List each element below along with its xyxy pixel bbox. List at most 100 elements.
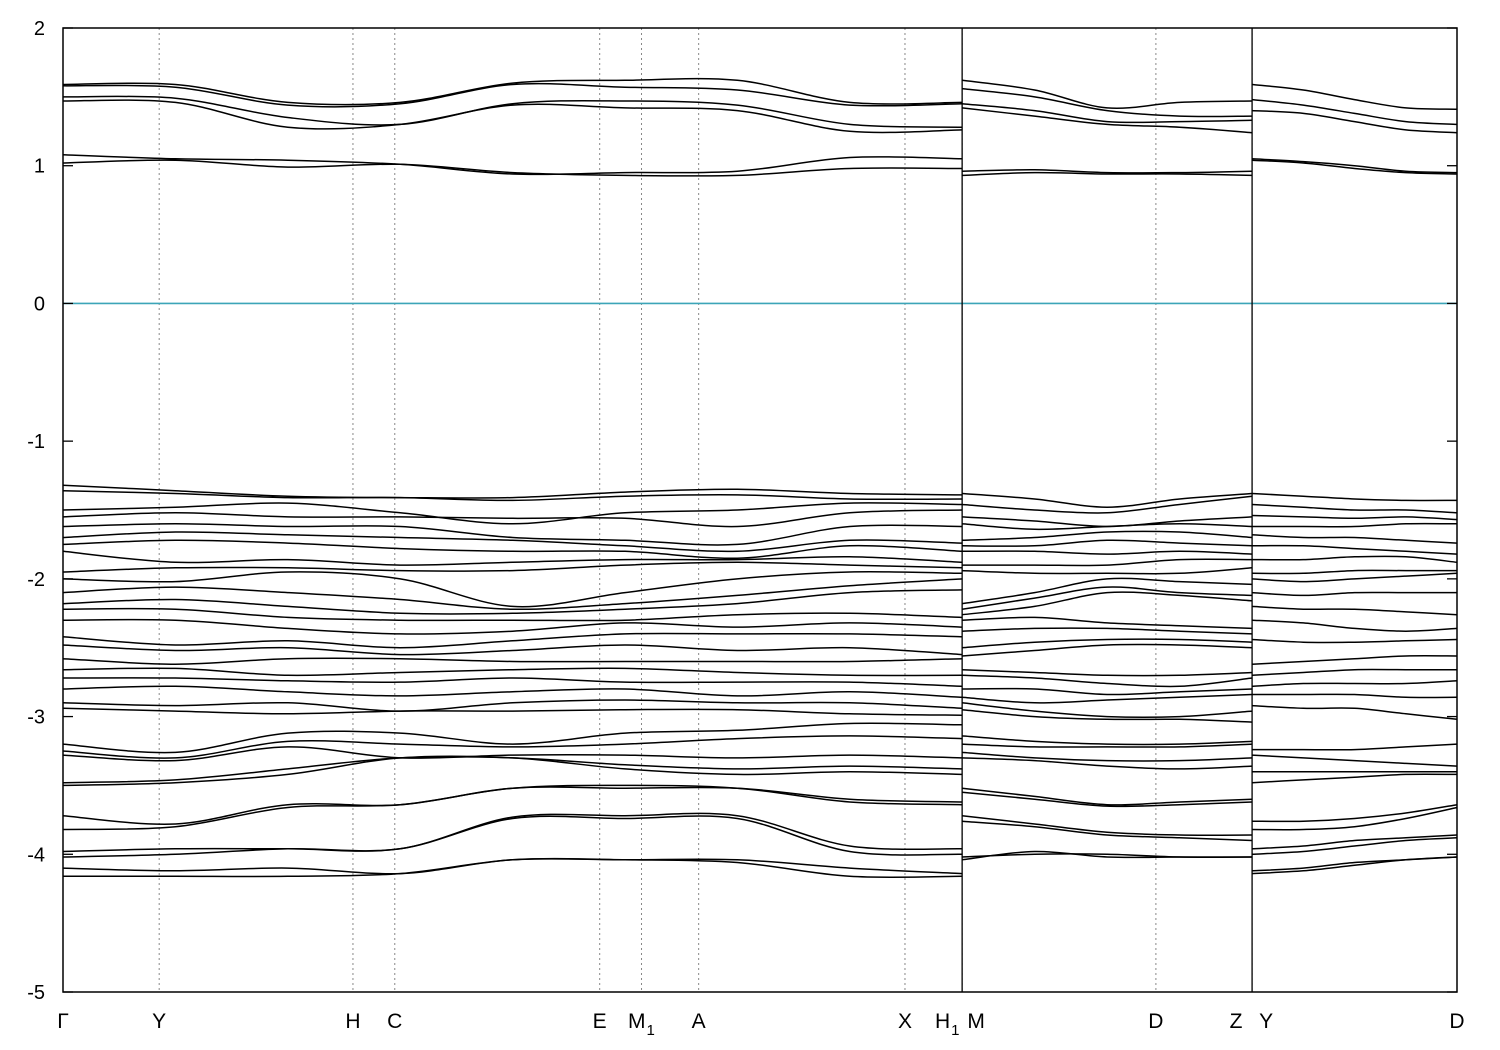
kpoint-label: Y — [1259, 1010, 1273, 1033]
band-line — [1252, 837, 1458, 856]
kpoint-label: Γ — [57, 1010, 69, 1033]
band-line — [1252, 655, 1458, 665]
y-tick-label: 2 — [34, 18, 45, 40]
band-line — [62, 677, 963, 688]
plot-frame — [62, 27, 1458, 993]
band-line — [62, 607, 963, 622]
band-line — [1252, 159, 1458, 175]
band-lines — [62, 77, 1458, 879]
band-line — [1252, 83, 1458, 111]
band-line — [962, 616, 1253, 630]
band-line — [62, 746, 963, 762]
band-line — [62, 857, 963, 879]
band-line — [62, 539, 963, 560]
kpoint-label: Y — [152, 1010, 166, 1033]
band-line — [62, 578, 963, 611]
kpoint-label: H — [345, 1010, 360, 1033]
band-line — [62, 82, 963, 108]
band-line — [962, 820, 1253, 842]
kpoint-label: Z — [1230, 1010, 1243, 1033]
kpoint-label: C — [387, 1010, 402, 1033]
band-line — [1252, 693, 1458, 699]
band-line — [62, 644, 963, 656]
band-line — [1252, 680, 1458, 688]
band-line — [962, 702, 1253, 719]
band-line — [962, 523, 1253, 531]
band-line — [1252, 534, 1458, 544]
kpoint-label: H — [935, 1010, 950, 1033]
band-line — [962, 757, 1253, 770]
band-line — [1252, 619, 1458, 632]
band-line — [962, 591, 1253, 616]
kpoint-label: M — [628, 1010, 646, 1033]
band-line — [962, 687, 1253, 696]
band-line — [1252, 803, 1458, 823]
band-line — [62, 561, 963, 573]
band-line — [962, 787, 1253, 806]
band-line — [62, 489, 963, 502]
band-line — [62, 707, 963, 716]
band-line — [1252, 704, 1458, 721]
band-line — [62, 735, 963, 759]
kpoint-label-subscript: 1 — [951, 1022, 959, 1039]
band-line — [1252, 158, 1458, 174]
band-line — [62, 618, 963, 635]
band-line — [62, 509, 963, 528]
band-line — [1252, 98, 1458, 126]
band-line — [962, 492, 1253, 508]
band-line — [962, 643, 1253, 657]
band-line — [962, 169, 1253, 174]
band-line — [1252, 806, 1458, 831]
band-line — [62, 657, 963, 665]
y-tick-label: -5 — [27, 982, 45, 1004]
band-line — [62, 153, 963, 176]
band-line — [962, 627, 1253, 635]
y-tick-label: -4 — [27, 844, 45, 866]
band-line — [961, 577, 1253, 605]
band-line — [62, 523, 963, 546]
band-line — [962, 708, 1253, 723]
band-line — [962, 539, 1253, 547]
band-line — [62, 531, 963, 553]
band-line — [962, 567, 1253, 575]
band-line — [962, 674, 1253, 688]
band-line — [1252, 569, 1457, 575]
band-line — [1252, 555, 1458, 564]
kpoint-label: D — [1449, 1010, 1464, 1033]
kpoint-label: X — [898, 1010, 912, 1033]
discontinuity-lines — [961, 28, 1253, 992]
band-line — [62, 484, 963, 499]
band-line — [1252, 591, 1457, 597]
band-line — [962, 102, 1253, 124]
kpoint-label: A — [692, 1010, 706, 1033]
band-line — [62, 784, 963, 831]
y-tick-label: -1 — [27, 431, 45, 453]
y-tick-label: 0 — [34, 293, 45, 315]
band-line — [962, 850, 1253, 861]
band-line — [962, 668, 1253, 677]
band-line — [1252, 572, 1458, 583]
band-line — [962, 107, 1253, 134]
band-line — [1252, 668, 1457, 677]
band-line — [1252, 522, 1458, 528]
plot-border — [62, 27, 1458, 993]
band-line — [62, 159, 963, 177]
band-line — [62, 77, 963, 106]
band-line — [1252, 492, 1458, 502]
band-line — [1252, 754, 1458, 767]
kpoint-label: D — [1148, 1010, 1163, 1033]
kpoint-label: M — [967, 1010, 985, 1033]
band-line — [1252, 638, 1458, 644]
band-line — [1252, 773, 1458, 784]
band-line — [62, 755, 963, 787]
y-tick-label: -2 — [27, 569, 45, 591]
band-line — [961, 586, 1253, 610]
band-line — [1252, 503, 1458, 514]
y-axis-ticks: 2 1 0 -1 -2 -3 -4 -5 — [27, 18, 1457, 1004]
band-line — [62, 99, 963, 134]
band-line — [62, 571, 963, 608]
y-tick-label: -3 — [27, 707, 45, 729]
band-line — [1252, 834, 1458, 850]
band-line — [62, 502, 963, 525]
